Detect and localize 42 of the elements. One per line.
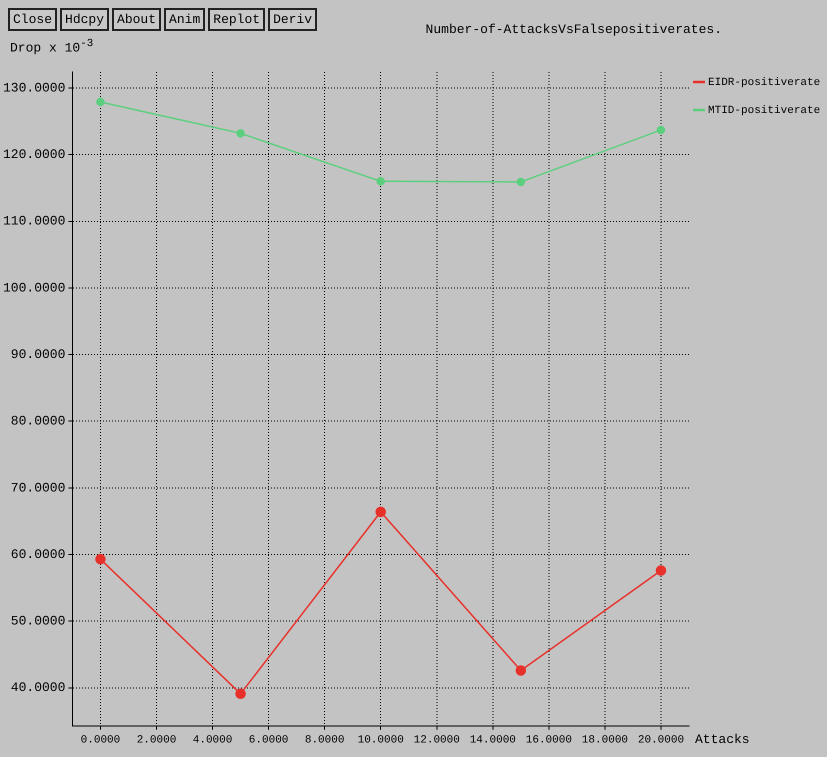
- point: [656, 565, 666, 576]
- x-tick-label: 12.0000: [414, 734, 460, 746]
- chart-title: Number-of-AttacksVsFalsepositiverates.: [426, 22, 722, 37]
- text: Close: [8, 8, 58, 31]
- point: [516, 178, 526, 186]
- x-tick-label: 20.0000: [638, 734, 684, 746]
- point: [236, 129, 245, 138]
- text: Anim: [164, 8, 206, 31]
- x-tick-label: 6.0000: [248, 734, 288, 746]
- x-tick-label: 10.0000: [358, 734, 404, 746]
- y-tick-label: 130.0000: [2, 80, 66, 96]
- y-axis-title: Drop x 10$^{-3}$: [10, 38, 94, 56]
- point: [95, 554, 106, 564]
- text: Deriv: [268, 8, 318, 31]
- x-tick-label: 8.0000: [304, 734, 344, 746]
- x-tick-label: 4.0000: [192, 734, 232, 746]
- point: [375, 506, 386, 518]
- point: [235, 688, 246, 700]
- point: [656, 126, 666, 134]
- y-tick-label: 70.0000: [10, 480, 66, 496]
- y-tick-label: 80.0000: [10, 414, 66, 429]
- text: About: [112, 8, 162, 31]
- y-tick-label: 120.0000: [2, 147, 66, 162]
- x-tick-label: 16.0000: [526, 734, 572, 746]
- x-axis-title: Attacks: [695, 732, 750, 748]
- y-tick-label: 60.0000: [10, 546, 66, 562]
- x-tick-label: 14.0000: [470, 734, 516, 746]
- legend-label: MTID-positiverate: [708, 104, 820, 117]
- y-tick-label: 110.0000: [2, 214, 66, 229]
- x-tick-label: 18.0000: [582, 734, 628, 746]
- x-tick-label: 2.0000: [136, 734, 176, 746]
- legend-label: EIDR-positiverate: [708, 76, 820, 89]
- text: Hdcpy: [60, 8, 110, 31]
- point: [376, 177, 385, 186]
- point: [516, 665, 526, 676]
- y-tick-label: 40.0000: [10, 680, 66, 696]
- y-tick-label: 100.0000: [2, 280, 66, 296]
- y-tick-label: 90.0000: [10, 347, 66, 362]
- point: [96, 98, 105, 106]
- text: Replot: [208, 8, 266, 31]
- x-tick-label: 0.0000: [80, 734, 120, 746]
- y-tick-label: 50.0000: [10, 614, 66, 629]
